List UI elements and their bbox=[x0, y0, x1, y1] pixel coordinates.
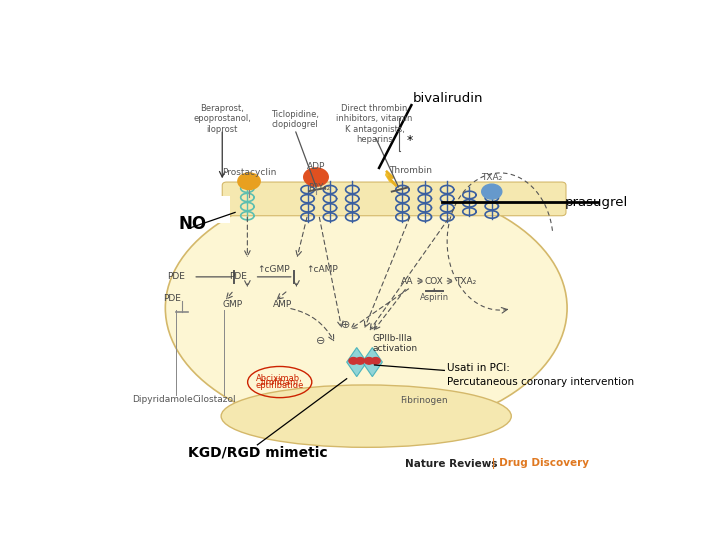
Text: Thrombin: Thrombin bbox=[390, 166, 432, 176]
Text: Fibrinogen: Fibrinogen bbox=[400, 396, 448, 405]
Text: ⊕: ⊕ bbox=[341, 320, 350, 330]
Text: ↑cGMP: ↑cGMP bbox=[258, 265, 290, 274]
Text: Usati in PCI:
Percutaneous coronary intervention: Usati in PCI: Percutaneous coronary inte… bbox=[447, 362, 634, 387]
Text: Beraprost,
epoprostanol,
iloprost: Beraprost, epoprostanol, iloprost bbox=[193, 104, 251, 134]
Text: TXA₂: TXA₂ bbox=[481, 173, 503, 181]
Text: ⊖: ⊖ bbox=[316, 336, 325, 346]
Text: PDE: PDE bbox=[230, 272, 248, 280]
Text: Abciximab,: Abciximab, bbox=[256, 374, 303, 383]
Circle shape bbox=[364, 357, 374, 364]
Circle shape bbox=[238, 173, 260, 190]
Text: GMP: GMP bbox=[222, 300, 243, 309]
Text: | Drug Discovery: | Drug Discovery bbox=[488, 458, 589, 469]
FancyBboxPatch shape bbox=[222, 182, 566, 216]
Circle shape bbox=[349, 357, 358, 364]
Text: COX: COX bbox=[425, 276, 444, 286]
Text: ↑cAMP: ↑cAMP bbox=[307, 265, 338, 274]
Bar bbox=[171, 196, 230, 223]
Text: Prostacyclin: Prostacyclin bbox=[222, 168, 276, 178]
Circle shape bbox=[372, 357, 380, 364]
Polygon shape bbox=[347, 348, 366, 377]
Text: ADP: ADP bbox=[307, 162, 325, 171]
Text: GPIIb-IIIa
activation: GPIIb-IIIa activation bbox=[372, 334, 418, 353]
Text: *: * bbox=[407, 134, 413, 147]
Text: Nature Reviews: Nature Reviews bbox=[405, 459, 498, 469]
Ellipse shape bbox=[166, 183, 567, 433]
Text: Direct thrombin
inhibitors, vitamin
K antagonists,
heparins: Direct thrombin inhibitors, vitamin K an… bbox=[336, 104, 413, 144]
Text: prasugrel: prasugrel bbox=[565, 195, 629, 208]
Text: Aspirin: Aspirin bbox=[420, 293, 449, 302]
Circle shape bbox=[356, 357, 364, 364]
Text: PDE: PDE bbox=[163, 294, 181, 303]
Text: PDE: PDE bbox=[167, 272, 185, 280]
Circle shape bbox=[482, 184, 502, 199]
Text: KGD/RGD mimetic: KGD/RGD mimetic bbox=[188, 446, 328, 460]
Ellipse shape bbox=[221, 385, 511, 447]
Text: NO: NO bbox=[178, 215, 207, 233]
Text: AMP: AMP bbox=[273, 300, 292, 309]
Text: P2Y₁₂: P2Y₁₂ bbox=[307, 184, 330, 192]
Text: TXA₂: TXA₂ bbox=[455, 276, 476, 286]
Text: eptifibatide: eptifibatide bbox=[256, 381, 304, 390]
Text: Cilostazol: Cilostazol bbox=[192, 395, 235, 404]
Polygon shape bbox=[386, 172, 396, 185]
Text: Ticlopidine,
clopidogrel: Ticlopidine, clopidogrel bbox=[271, 110, 319, 130]
Text: bivalirudin: bivalirudin bbox=[413, 92, 483, 105]
Circle shape bbox=[304, 168, 328, 186]
Text: tirofiban,: tirofiban, bbox=[261, 377, 299, 387]
Text: Dipyridamole: Dipyridamole bbox=[132, 395, 193, 404]
Text: AA: AA bbox=[401, 276, 413, 286]
Polygon shape bbox=[362, 348, 382, 377]
